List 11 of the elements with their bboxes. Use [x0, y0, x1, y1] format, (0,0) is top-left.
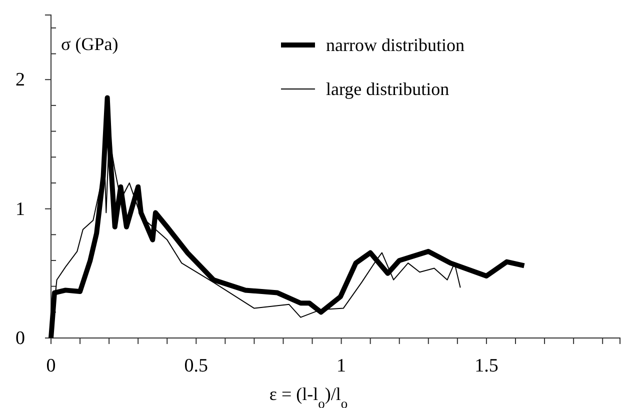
legend-label: large distribution	[326, 79, 450, 99]
x-tick-label: 1	[336, 355, 346, 376]
legend-label: narrow distribution	[326, 35, 464, 55]
y-tick-label: 2	[16, 70, 25, 91]
x-axis-title: ε = (l-l$_{o}$)/l$_{o}$	[269, 384, 348, 408]
x-tick-label: 0	[46, 355, 56, 376]
x-tick-label: 0.5	[184, 355, 208, 376]
x-tick-label: 1.5	[474, 355, 498, 376]
y-axis-title: σ (GPa)	[61, 34, 118, 54]
y-tick-label: 0	[16, 328, 25, 350]
y-tick-label: 1	[16, 198, 25, 220]
